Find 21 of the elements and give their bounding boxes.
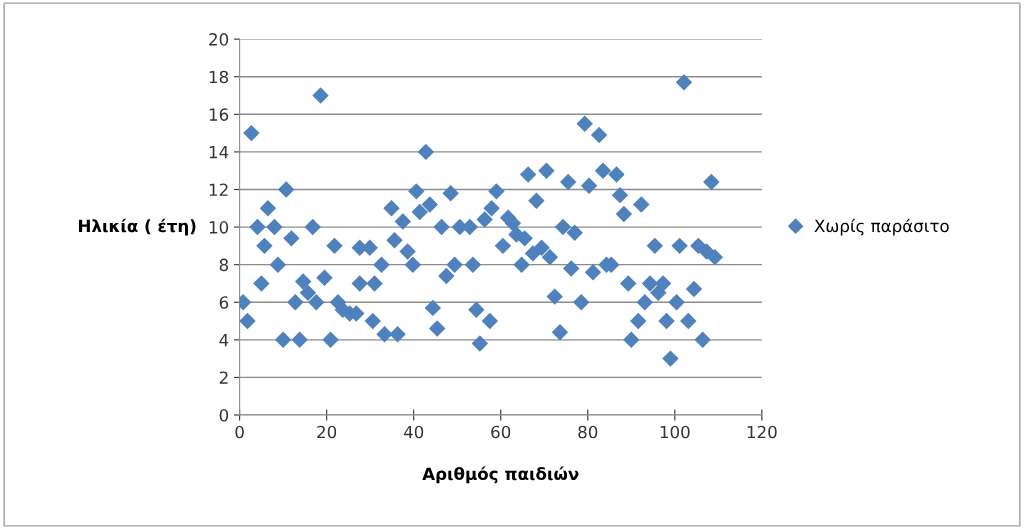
x-tick-label: 60 [491, 425, 511, 439]
y-tick-label: 10 [209, 221, 229, 234]
y-tick-label: 0 [219, 408, 229, 422]
y-tick-label: 8 [219, 258, 229, 272]
x-tick-label: 20 [317, 425, 337, 439]
x-tick-label: 40 [403, 425, 424, 439]
y-tick-label: 16 [209, 108, 229, 121]
legend-label: Χωρίς παράσιτο [814, 218, 949, 236]
y-tick-label: 4 [219, 334, 229, 347]
y-tick-label: 6 [219, 296, 229, 309]
x-tick-label: 100 [660, 425, 690, 439]
y-tick-label: 2 [219, 371, 228, 384]
y-tick-label: 14 [209, 146, 229, 159]
y-tick-label: 18 [209, 70, 229, 84]
y-tick-label: 12 [209, 183, 228, 196]
x-axis-title: Αριθμός παιδιών [422, 466, 579, 484]
y-axis-title: Ηλικία ( έτη) [79, 218, 196, 236]
x-tick-label: 120 [747, 425, 777, 439]
x-tick-label: 0 [235, 425, 244, 439]
x-tick-label: 80 [578, 425, 598, 439]
y-tick-label: 20 [209, 33, 229, 46]
